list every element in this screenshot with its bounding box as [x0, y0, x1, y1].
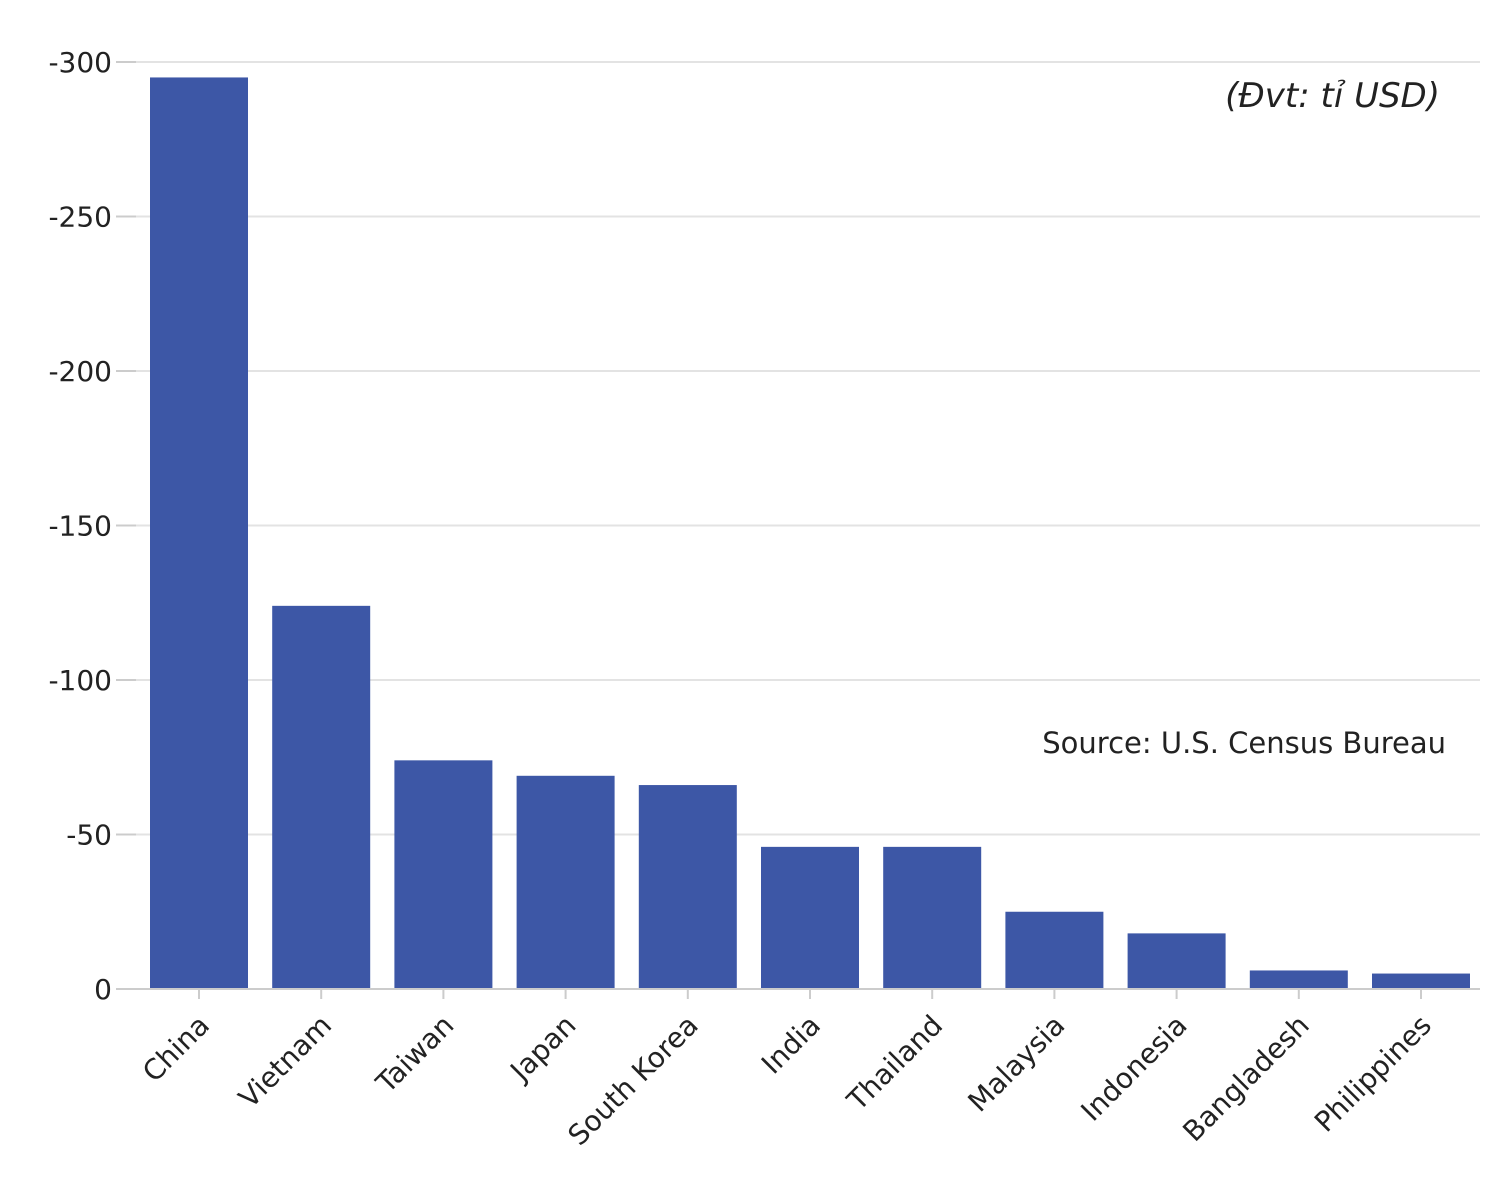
bar-south-korea	[638, 785, 737, 989]
bar-philippines	[1372, 973, 1470, 989]
x-tick-label: Indonesia	[1074, 1009, 1193, 1128]
y-tick-label: -250	[48, 201, 112, 234]
y-tick-label: -150	[48, 510, 112, 543]
bar-taiwan	[394, 760, 493, 989]
x-tick-label: South Korea	[561, 1009, 704, 1152]
y-axis-ticks: 0 -50 -100 -150 -200 -250 -300	[48, 46, 136, 1006]
x-tick-label: India	[755, 1009, 827, 1081]
x-tick-label: Japan	[503, 1009, 583, 1089]
bar-malaysia	[1005, 911, 1104, 989]
bar-vietnam	[272, 605, 371, 989]
y-tick-label: -200	[48, 355, 112, 388]
bar-indonesia	[1127, 933, 1226, 989]
x-tick-label: China	[136, 1009, 216, 1089]
unit-note: (Đvt: tỉ USD)	[1225, 76, 1440, 116]
y-tick-label: -300	[48, 46, 112, 79]
x-tick-label: Vietnam	[232, 1009, 338, 1115]
bar-thailand	[883, 846, 982, 989]
y-tick-label: 0	[94, 973, 112, 1006]
bar-china	[150, 77, 248, 989]
y-tick-label: -50	[66, 819, 112, 852]
x-tick-label: Malaysia	[961, 1009, 1071, 1119]
x-tick-label: Thailand	[840, 1009, 949, 1118]
x-tick-label: Bangladesh	[1176, 1009, 1315, 1148]
x-tick-label: Taiwan	[369, 1009, 460, 1100]
bar-bangladesh	[1249, 970, 1348, 989]
bar-japan	[516, 775, 615, 989]
bars	[150, 77, 1470, 989]
y-tick-label: -100	[48, 664, 112, 697]
x-tick-label: Philippines	[1308, 1009, 1438, 1139]
bar-india	[761, 846, 859, 989]
source-note: Source: U.S. Census Bureau	[1042, 726, 1446, 760]
